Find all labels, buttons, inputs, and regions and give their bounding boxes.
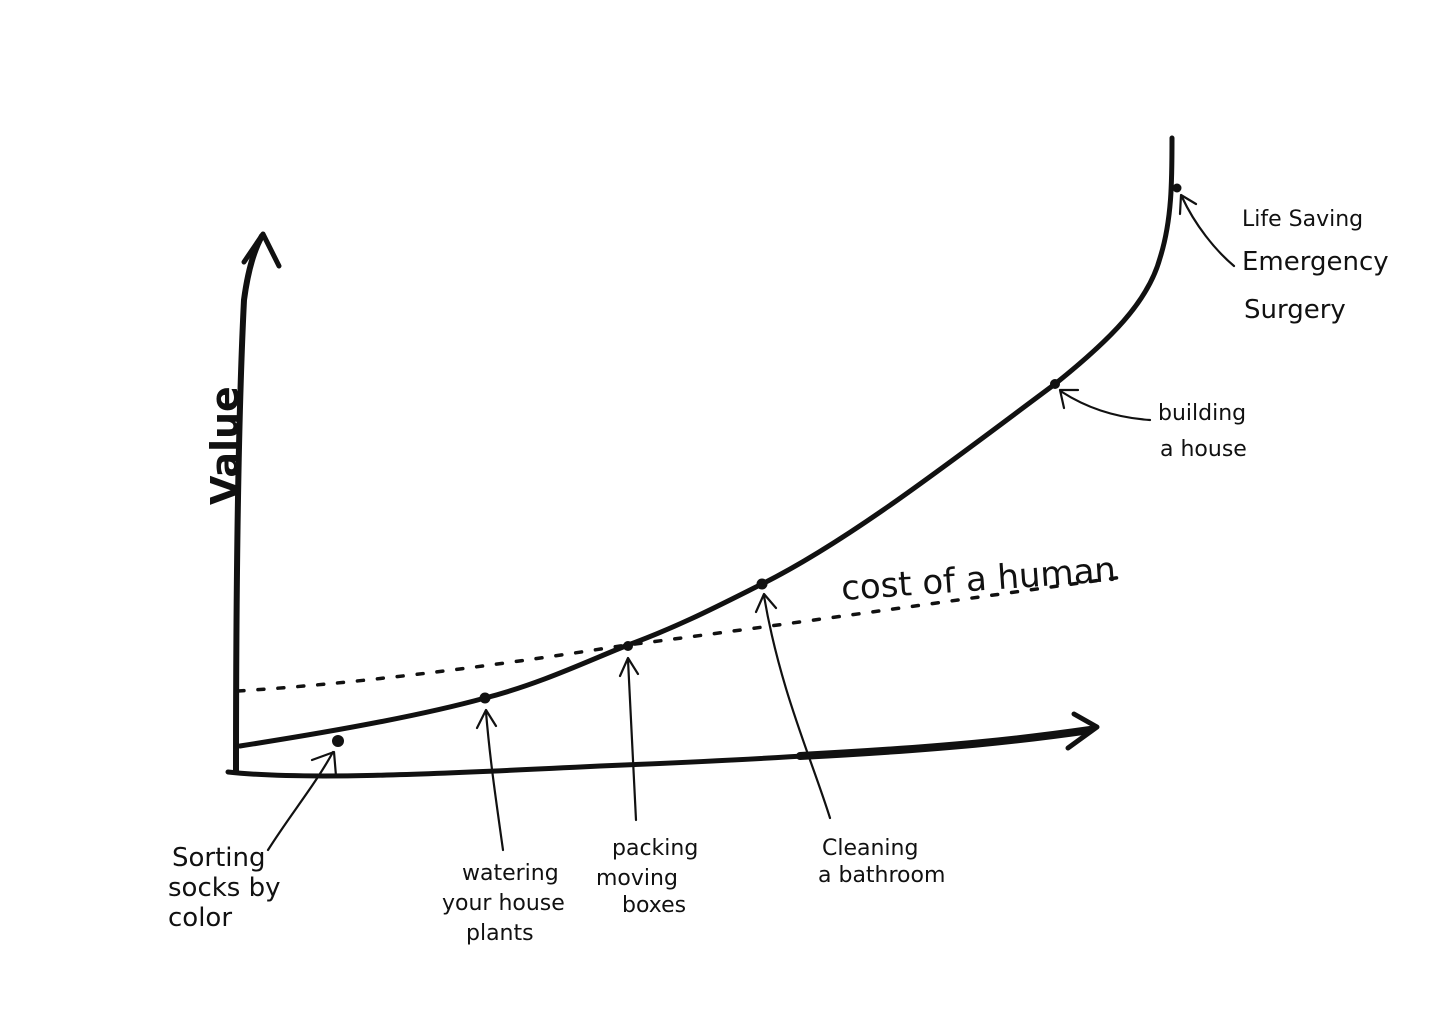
point-building-house xyxy=(1050,379,1060,389)
cost-of-human-label: cost of a human xyxy=(840,550,1117,609)
task-label-life-saving-surgery: Life Saving Emergency Surgery xyxy=(1242,207,1389,325)
task-label-line: socks by xyxy=(168,873,281,903)
label-arrows xyxy=(266,193,1236,852)
x-axis-line-bold xyxy=(796,726,1094,760)
point-watering-plants xyxy=(479,692,491,704)
y-axis-label: Value xyxy=(203,386,247,505)
y-axis-arrowhead xyxy=(241,231,282,269)
task-label-line: boxes xyxy=(622,893,686,918)
cost-of-human-line xyxy=(236,574,1132,693)
arrow-cleaning-bathroom xyxy=(754,592,832,820)
y-axis-line xyxy=(233,233,265,775)
task-label-line: packing xyxy=(612,836,698,861)
x-axis-line xyxy=(225,727,1093,779)
point-cleaning-bathroom xyxy=(756,578,768,590)
task-label-line: moving xyxy=(596,866,678,891)
task-label-line: a house xyxy=(1160,437,1247,462)
value-curve xyxy=(237,135,1175,749)
task-label-line: your house xyxy=(442,891,565,916)
task-label-line: plants xyxy=(466,921,534,946)
task-label-packing-boxes: packing moving boxes xyxy=(596,836,698,918)
task-label-watering-plants: watering your house plants xyxy=(442,861,565,946)
y-axis xyxy=(233,231,282,775)
task-label-line: Sorting xyxy=(172,843,266,873)
task-label-line: color xyxy=(168,903,232,933)
x-axis xyxy=(225,711,1100,779)
arrow-life-saving-surgery xyxy=(1178,193,1236,268)
x-axis-arrowhead xyxy=(1065,711,1100,751)
task-label-line: a bathroom xyxy=(818,863,945,888)
arrow-watering-plants xyxy=(475,708,505,852)
task-label-building-house: building a house xyxy=(1158,401,1247,462)
task-label-line: watering xyxy=(462,861,559,886)
point-sorting-socks xyxy=(332,735,344,747)
task-points xyxy=(332,183,1182,747)
point-packing-boxes xyxy=(623,641,633,651)
point-life-saving-surgery xyxy=(1172,183,1182,193)
arrow-packing-boxes xyxy=(618,656,640,822)
task-label-line: building xyxy=(1158,401,1246,426)
task-label-cleaning-bathroom: Cleaning a bathroom xyxy=(818,836,945,888)
arrow-building-house xyxy=(1058,388,1152,422)
task-label-line: Life Saving xyxy=(1242,207,1363,232)
task-label-sorting-socks: Sorting socks by color xyxy=(168,843,281,933)
task-label-line: Cleaning xyxy=(822,836,918,861)
task-label-line: Surgery xyxy=(1244,295,1346,325)
arrow-sorting-socks xyxy=(266,750,338,852)
task-label-line: Emergency xyxy=(1242,247,1389,277)
